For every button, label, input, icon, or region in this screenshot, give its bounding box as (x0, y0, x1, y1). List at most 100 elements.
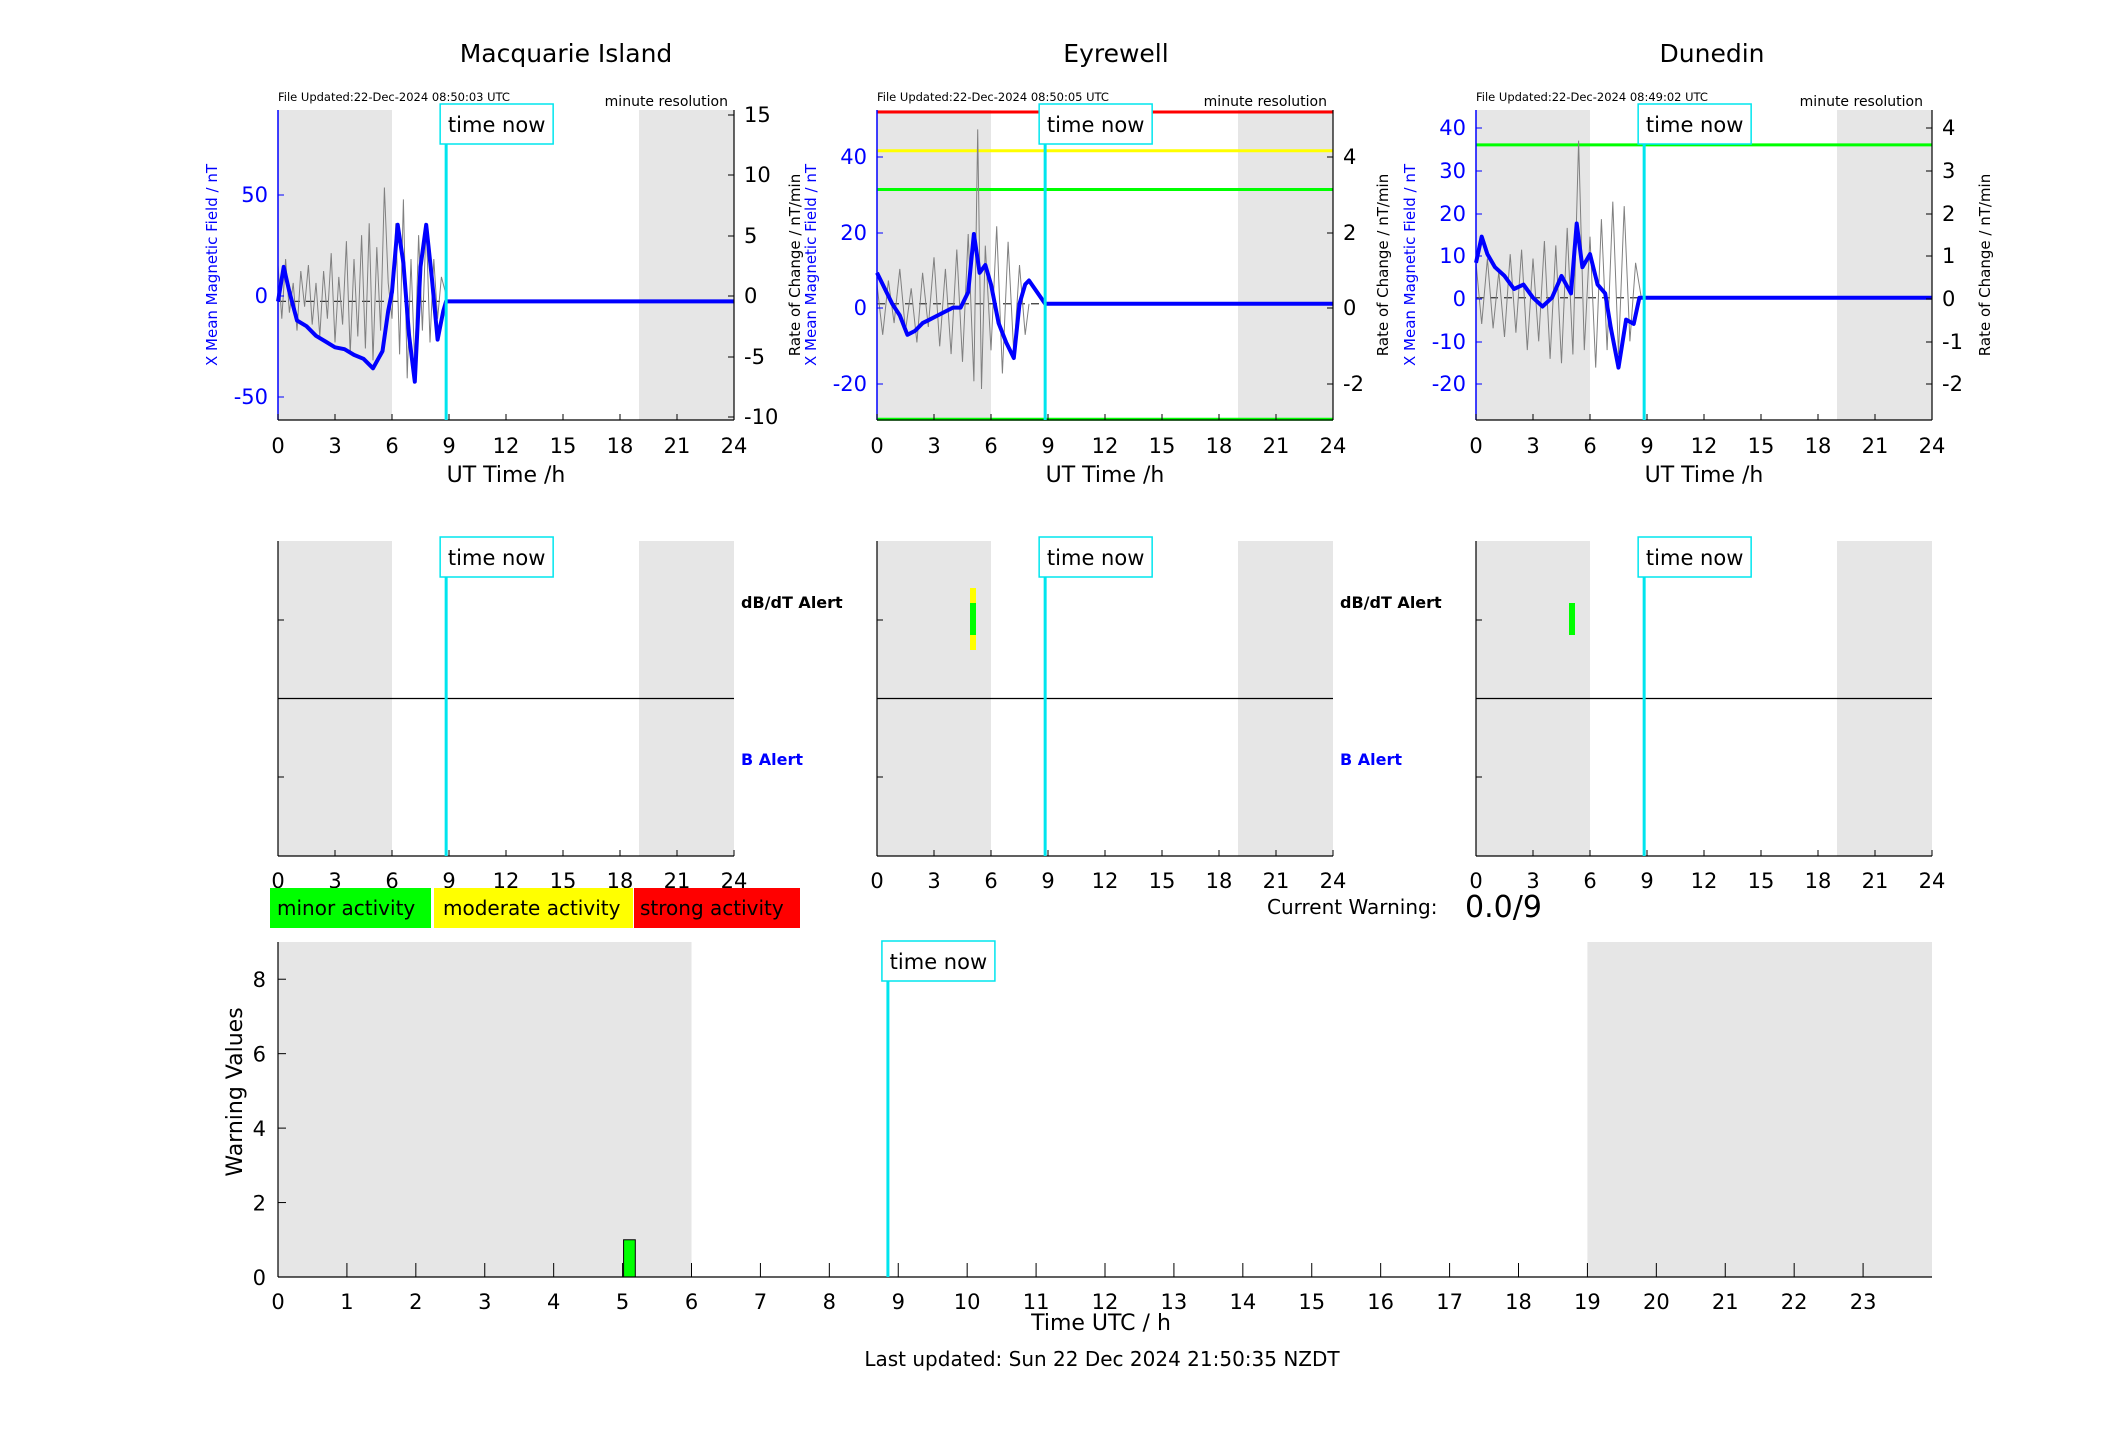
x-tick-label: 15 (1748, 434, 1775, 458)
activity-legend: minor activity moderate activity strong … (270, 888, 800, 928)
left-tick-label: 40 (1439, 116, 1466, 140)
x-tick-label: 19 (1574, 1290, 1601, 1314)
file-updated-label: File Updated:22-Dec-2024 08:50:05 UTC (877, 90, 1109, 104)
station-plot-dunedin: Dunedin File Updated:22-Dec-2024 08:49:0… (1401, 39, 1994, 488)
y-tick-label: 8 (253, 968, 266, 992)
x-tick-label: 0 (1469, 434, 1482, 458)
station-plot-eyrewell: Eyrewell File Updated:22-Dec-2024 08:50:… (802, 39, 1392, 488)
x-tick-label: 4 (547, 1290, 560, 1314)
rate-of-change-series (876, 129, 1030, 390)
legend-strong-label: strong activity (640, 896, 784, 920)
x-tick-label: 3 (328, 434, 341, 458)
right-axis-label: Rate of Change / nT/min (786, 174, 804, 356)
x-tick-label: 6 (1583, 869, 1596, 893)
right-tick-label: 10 (744, 163, 771, 187)
legend-minor-label: minor activity (277, 896, 415, 920)
night-shade (639, 110, 734, 420)
x-tick-label: 3 (328, 869, 341, 893)
x-tick-label: 20 (1643, 1290, 1670, 1314)
night-shade (278, 110, 392, 420)
x-axis-label: UT Time /h (1046, 463, 1165, 488)
right-tick-label: -2 (1343, 372, 1364, 396)
bottom-ylabel: Warning Values (223, 1007, 248, 1176)
x-tick-label: 14 (1229, 1290, 1256, 1314)
x-tick-label: 9 (442, 869, 455, 893)
legend-moderate-label: moderate activity (443, 896, 621, 920)
dbdt-alert-label: dB/dT Alert (1340, 593, 1442, 612)
x-tick-label: 7 (754, 1290, 767, 1314)
x-tick-label: 6 (385, 434, 398, 458)
left-tick-label: 20 (840, 221, 867, 245)
time-now-box (1637, 536, 1752, 578)
y-tick-label: 6 (253, 1043, 266, 1067)
right-tick-label: 3 (1942, 159, 1955, 183)
station-plot-macquarie: Macquarie Island File Updated:22-Dec-202… (203, 39, 804, 488)
x-tick-label: 15 (1748, 869, 1775, 893)
night-shade (1587, 942, 1932, 1277)
last-updated-label: Last updated: Sun 22 Dec 2024 21:50:35 N… (864, 1347, 1340, 1371)
time-now-box (439, 103, 554, 145)
x-tick-label: 21 (1263, 434, 1290, 458)
x-tick-label: 22 (1781, 1290, 1808, 1314)
left-tick-label: -10 (1432, 330, 1466, 354)
x-axis-label: UT Time /h (447, 463, 566, 488)
time-now-label: time now (448, 546, 545, 570)
x-tick-label: 12 (1691, 434, 1718, 458)
x-tick-label: 24 (721, 434, 748, 458)
resolution-label: minute resolution (605, 94, 728, 110)
x-tick-label: 6 (984, 869, 997, 893)
x-tick-label: 5 (616, 1290, 629, 1314)
alert-plot-dunedin: 0 3 6 9 12 15 18 21 24 time now (1469, 536, 1946, 893)
x-tick-label: 9 (1041, 869, 1054, 893)
right-tick-label: 1 (1942, 244, 1955, 268)
x-tick-label: 6 (685, 1290, 698, 1314)
right-tick-label: 5 (744, 224, 757, 248)
right-tick-label: 4 (1942, 116, 1955, 140)
b-alert-label: B Alert (741, 750, 803, 769)
current-warning-label: Current Warning: (1267, 895, 1437, 919)
x-tick-label: 3 (927, 869, 940, 893)
x-tick-label: 6 (984, 434, 997, 458)
time-now-label: time now (1646, 546, 1743, 570)
right-tick-label: -2 (1942, 372, 1963, 396)
left-tick-label: -20 (1432, 372, 1466, 396)
legend-moderate-swatch (434, 888, 633, 928)
x-tick-label: 6 (1583, 434, 1596, 458)
x-tick-label: 3 (478, 1290, 491, 1314)
night-shade (1837, 110, 1932, 420)
mean-field-series (875, 232, 1333, 360)
x-tick-label: 18 (1505, 1290, 1532, 1314)
left-tick-label: 20 (1439, 202, 1466, 226)
x-tick-label: 12 (1092, 1290, 1119, 1314)
time-now-label: time now (1047, 113, 1144, 137)
current-warning-value: 0.0/9 (1465, 890, 1542, 925)
x-tick-label: 15 (1298, 1290, 1325, 1314)
right-tick-label: 0 (1942, 287, 1955, 311)
x-tick-label: 18 (1805, 869, 1832, 893)
x-tick-label: 18 (1206, 434, 1233, 458)
x-tick-label: 9 (1640, 869, 1653, 893)
x-tick-label: 21 (1263, 869, 1290, 893)
x-tick-label: 9 (442, 434, 455, 458)
x-tick-label: 12 (493, 434, 520, 458)
x-tick-label: 9 (1041, 434, 1054, 458)
y-tick-label: 4 (253, 1117, 266, 1141)
x-tick-label: 11 (1023, 1290, 1050, 1314)
night-shade (1238, 110, 1333, 420)
x-tick-label: 16 (1367, 1290, 1394, 1314)
left-tick-label: 0 (854, 296, 867, 320)
time-now-box (1637, 103, 1752, 145)
legend-minor-swatch (270, 888, 431, 928)
right-tick-label: 0 (1343, 296, 1356, 320)
x-tick-label: 8 (823, 1290, 836, 1314)
right-tick-label: 0 (744, 284, 757, 308)
x-tick-label: 24 (1919, 869, 1946, 893)
x-tick-label: 21 (1862, 434, 1889, 458)
left-axis-label: X Mean Magnetic Field / nT (802, 163, 820, 366)
time-now-box (1038, 536, 1153, 578)
